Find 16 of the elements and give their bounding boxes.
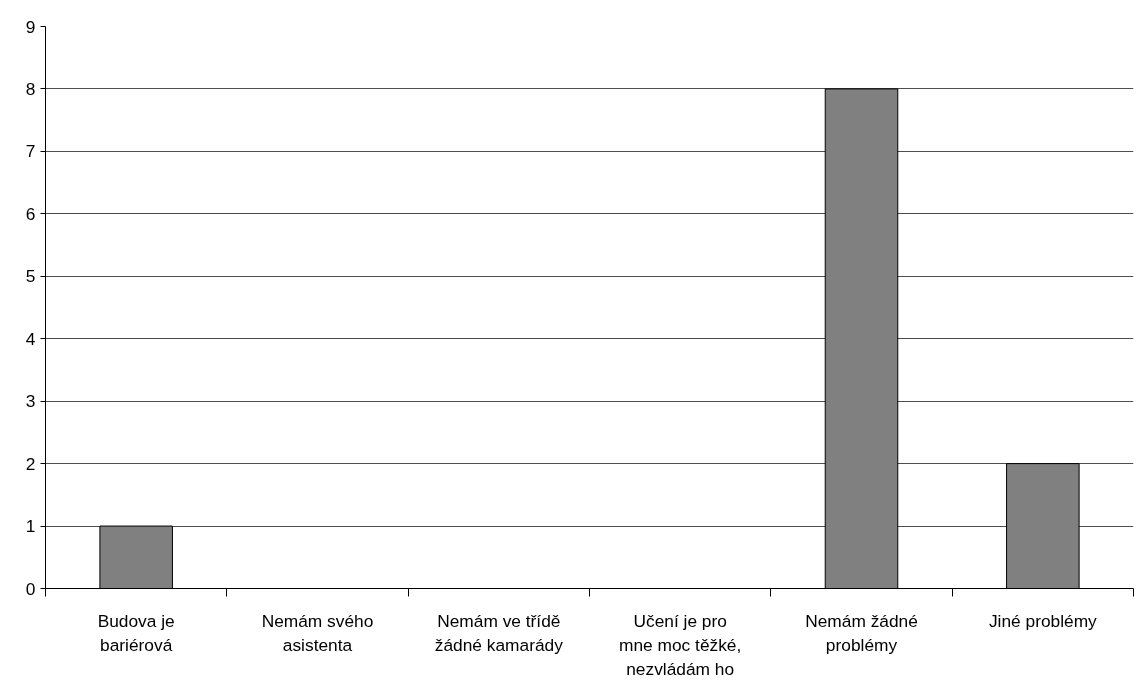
x-tick-label: Učení je pro mne moc těžké, nezvládám ho xyxy=(619,610,742,679)
y-tick-label: 6 xyxy=(25,203,36,224)
y-tick-label: 7 xyxy=(25,141,36,162)
y-tick-label: 8 xyxy=(25,78,36,99)
x-tick-label: Jiné problémy xyxy=(988,610,1098,631)
x-tick-label: Budova je bariérová xyxy=(97,610,175,655)
y-tick-label: 1 xyxy=(25,516,36,537)
x-tick-label: Nemám svého asistenta xyxy=(261,610,374,655)
y-tick-label: 4 xyxy=(25,328,36,349)
y-tick-label: 5 xyxy=(25,266,36,287)
x-tick-label: Nemám žádné problémy xyxy=(805,610,918,655)
y-tick-label: 2 xyxy=(25,453,36,474)
y-tick-label: 9 xyxy=(25,16,36,37)
x-tick-label: Nemám ve třídě žádné kamarády xyxy=(434,610,564,655)
y-tick-label: 0 xyxy=(25,578,36,599)
y-tick-label: 3 xyxy=(25,391,36,412)
